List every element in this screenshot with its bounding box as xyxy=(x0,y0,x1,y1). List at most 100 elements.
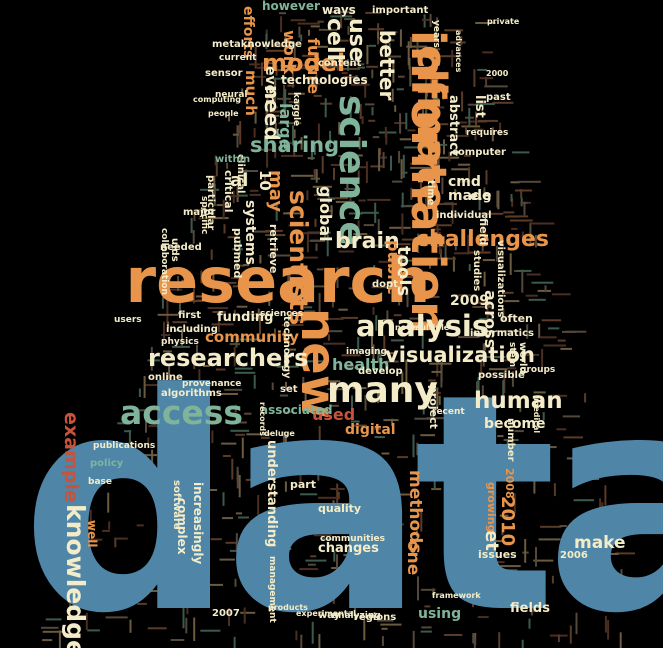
filler-mark xyxy=(477,511,495,514)
filler-mark xyxy=(200,480,202,496)
filler-mark xyxy=(533,391,546,394)
filler-mark xyxy=(238,125,241,134)
filler-mark xyxy=(487,301,490,308)
filler-mark xyxy=(520,189,523,199)
filler-mark xyxy=(436,223,439,240)
filler-mark xyxy=(270,486,273,500)
filler-mark xyxy=(576,478,600,480)
filler-mark xyxy=(376,494,379,513)
filler-mark xyxy=(163,428,166,450)
filler-mark xyxy=(363,620,366,641)
word-much: much xyxy=(242,70,260,116)
filler-mark xyxy=(212,274,215,292)
word-critical: critical xyxy=(222,170,235,212)
filler-mark xyxy=(485,170,488,185)
filler-mark xyxy=(223,224,226,234)
filler-mark xyxy=(392,180,403,183)
filler-mark xyxy=(385,39,388,54)
filler-mark xyxy=(426,417,444,420)
filler-mark xyxy=(161,478,181,481)
word-collaboration: collaboration xyxy=(159,228,169,295)
filler-mark xyxy=(416,158,433,161)
word-example: example xyxy=(60,412,82,503)
word-provenance: provenance xyxy=(182,379,241,389)
word-dopt: dopt xyxy=(372,279,398,290)
filler-mark xyxy=(405,359,408,383)
filler-mark xyxy=(618,590,621,600)
filler-mark xyxy=(249,313,269,316)
filler-mark xyxy=(401,213,404,235)
filler-mark xyxy=(523,201,526,216)
filler-mark xyxy=(563,436,583,439)
filler-mark xyxy=(320,380,341,383)
filler-mark xyxy=(348,212,363,215)
filler-mark xyxy=(351,549,354,564)
filler-mark xyxy=(477,616,489,619)
filler-mark xyxy=(306,190,309,201)
filler-mark xyxy=(366,45,369,65)
filler-mark xyxy=(284,481,287,492)
filler-mark xyxy=(313,144,316,155)
filler-mark xyxy=(196,344,198,361)
filler-mark xyxy=(222,455,231,457)
filler-mark xyxy=(340,14,343,29)
filler-mark xyxy=(291,174,314,177)
filler-mark xyxy=(365,161,368,183)
filler-mark xyxy=(288,101,298,103)
word-retrieve: retrieve xyxy=(267,224,280,273)
filler-mark xyxy=(436,156,460,159)
filler-mark xyxy=(407,41,410,66)
filler-mark xyxy=(473,128,484,131)
filler-mark xyxy=(273,45,290,48)
filler-mark xyxy=(494,456,501,459)
filler-mark xyxy=(480,212,504,215)
filler-mark xyxy=(358,199,366,202)
filler-mark xyxy=(207,307,229,310)
word-sensor: sensor xyxy=(205,68,243,79)
filler-mark xyxy=(508,215,529,218)
word-individual: individual xyxy=(436,210,492,221)
filler-mark xyxy=(240,611,256,614)
filler-mark xyxy=(272,77,290,80)
filler-mark xyxy=(511,227,518,230)
filler-mark xyxy=(416,442,419,456)
filler-mark xyxy=(530,222,555,225)
filler-mark xyxy=(382,152,385,169)
filler-mark xyxy=(443,139,445,155)
filler-mark xyxy=(196,209,215,212)
filler-mark xyxy=(516,269,532,272)
filler-mark xyxy=(414,120,435,123)
filler-mark xyxy=(436,362,439,377)
filler-mark xyxy=(200,188,220,191)
filler-mark xyxy=(433,102,441,105)
filler-mark xyxy=(301,67,310,70)
filler-mark xyxy=(485,76,488,87)
filler-mark xyxy=(476,381,478,403)
filler-mark xyxy=(388,43,391,51)
filler-mark xyxy=(371,336,373,354)
filler-mark xyxy=(412,434,415,458)
filler-mark xyxy=(447,479,456,482)
filler-mark xyxy=(436,17,439,32)
filler-mark xyxy=(219,281,237,284)
filler-mark xyxy=(601,502,604,520)
filler-mark xyxy=(265,234,286,237)
filler-mark xyxy=(433,479,436,490)
filler-mark xyxy=(392,485,395,503)
filler-mark xyxy=(410,162,434,165)
word-way: way xyxy=(318,610,341,621)
filler-mark xyxy=(381,627,388,630)
filler-mark xyxy=(422,392,425,415)
word-kaggle: kaggle xyxy=(291,92,301,126)
filler-mark xyxy=(195,509,198,521)
filler-mark xyxy=(534,234,537,248)
word-abstract: abstract xyxy=(446,95,461,156)
filler-mark xyxy=(274,77,277,99)
word-funding: funding xyxy=(217,310,274,325)
filler-mark xyxy=(168,378,171,402)
filler-mark xyxy=(456,180,469,183)
filler-mark xyxy=(399,259,414,262)
filler-mark xyxy=(228,113,231,122)
filler-mark xyxy=(221,442,237,445)
filler-mark xyxy=(229,549,252,552)
